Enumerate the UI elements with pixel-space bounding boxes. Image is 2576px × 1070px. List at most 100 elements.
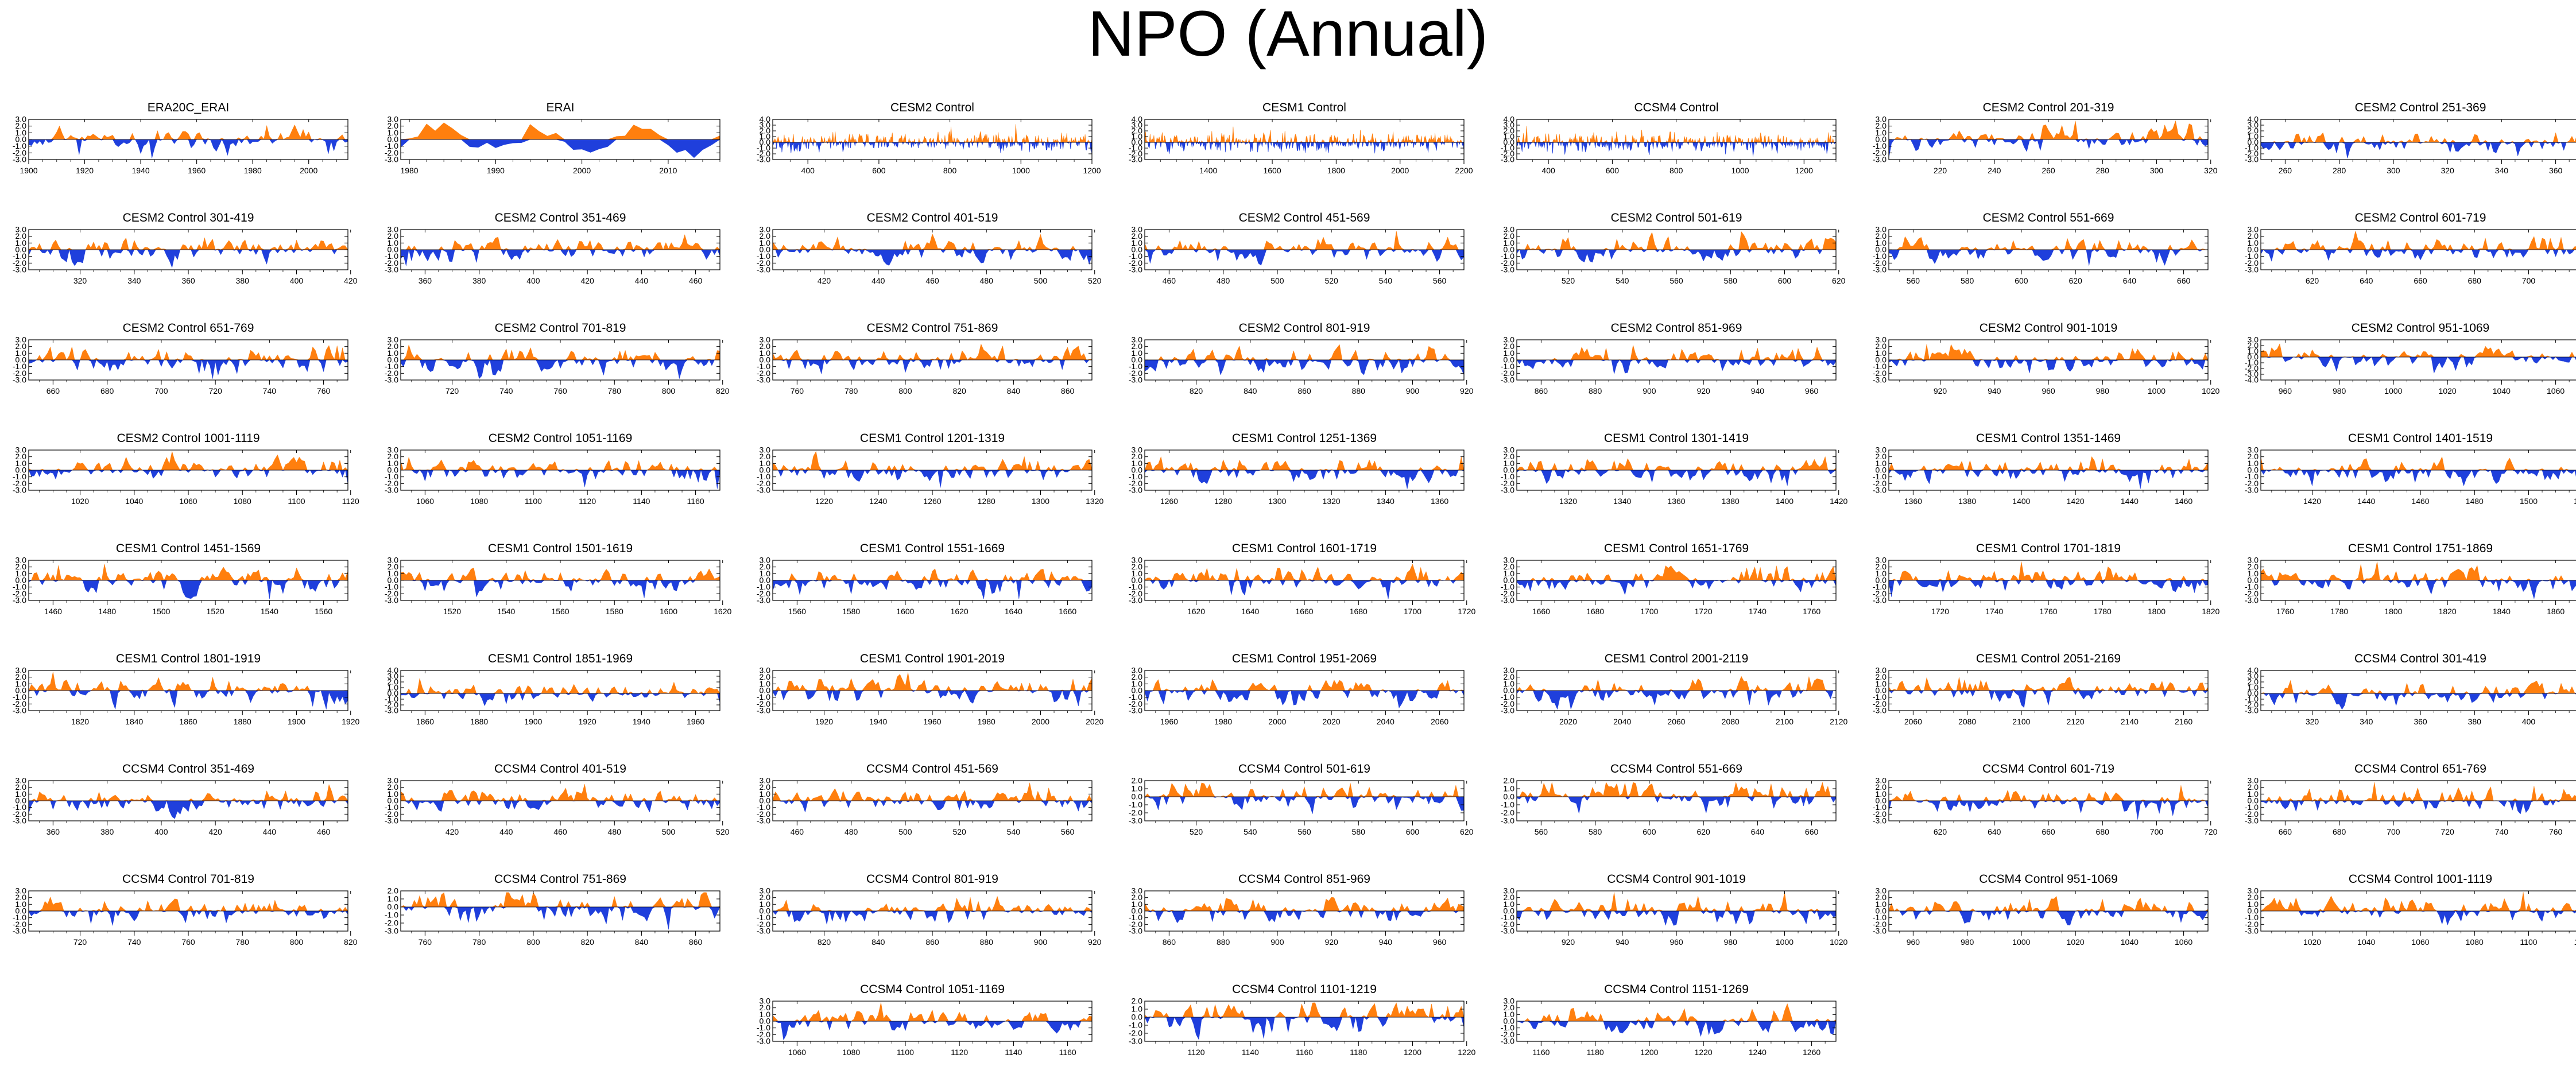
panel-title: CESM2 Control 601-719 [2355, 211, 2486, 224]
negative-anomaly-area [2260, 910, 2576, 926]
y-tick-label: 3.0 [2248, 886, 2259, 895]
panel-33: CESM1 Control 1651-1769 3.0 2.0 1.0 0.0 -1.0-… [1488, 542, 1842, 629]
positive-anomaly-area [29, 345, 348, 360]
negative-anomaly-area [28, 359, 348, 379]
y-tick-label: -3.0 [1873, 926, 1887, 936]
positive-anomaly-area [2260, 343, 2576, 358]
y-tick-label: -2.0 [1129, 258, 1142, 268]
y-tick-label: -2.0 [2245, 479, 2259, 488]
x-tick-label: 800 [662, 386, 676, 396]
x-tick-label: 1640 [1241, 607, 1259, 616]
negative-anomaly-area [1144, 359, 1465, 375]
x-tick-label: 1020 [2202, 386, 2219, 396]
y-tick-label: -3.0 [13, 265, 26, 274]
y-tick-label: -1.0 [385, 802, 398, 812]
y-tick-label: 2.0 [2248, 677, 2259, 687]
x-tick-label: 700 [2150, 827, 2164, 836]
y-tick-label: 3.0 [1132, 666, 1143, 675]
negative-anomaly-area [401, 800, 720, 813]
y-tick-label: -1.0 [13, 472, 26, 481]
positive-anomaly-area [1516, 126, 1837, 144]
negative-anomaly-area [28, 139, 348, 158]
y-tick-label: 3.0 [2248, 225, 2259, 234]
panel-title: CESM2 Control 651-769 [123, 321, 254, 335]
panel-10: CESM2 Control 401-519 3.0 2.0 1.0 0.0 -1.0 -2.… [744, 211, 1102, 298]
y-tick-label: 2.0 [1504, 231, 1515, 241]
y-tick-label: 0.0 [16, 245, 27, 254]
positive-anomaly-area [400, 122, 720, 140]
x-tick-label: 1560 [551, 607, 569, 616]
negative-anomaly-area [1888, 139, 2209, 158]
x-tick-label: 400 [2522, 717, 2536, 726]
panel-2: ERAI 3.0 2.0 1.0 0.0 -1.0 -2.0 -3.0 1980 1990 2000… [372, 101, 726, 188]
y-tick-label: -3.0 [757, 486, 770, 495]
y-tick-label: 1.0 [2248, 347, 2259, 356]
y-tick-label: 1.0 [16, 679, 27, 688]
positive-anomaly-area [401, 344, 720, 360]
negative-anomaly-area [28, 470, 348, 484]
x-tick-label: 1460 [44, 607, 62, 616]
y-tick-label: 1.0 [388, 789, 399, 798]
x-tick-label: 280 [2333, 166, 2346, 175]
y-tick-label: -1.0 [1501, 692, 1514, 701]
x-tick-label: 780 [845, 386, 858, 396]
positive-anomaly-area [1144, 456, 1465, 471]
y-tick-label: 1.0 [2248, 238, 2259, 247]
x-tick-label: 1700 [1404, 607, 1421, 616]
y-tick-label: -4.0 [2245, 375, 2259, 385]
panel-chart: CESM2 Control 1051-11693.02.01.00.0-1.0-… [385, 432, 720, 506]
x-tick-label: 660 [1805, 827, 1819, 836]
y-tick-label: 1.0 [760, 679, 771, 688]
x-tick-label: 2020 [1323, 717, 1341, 726]
panel-20: CESM2 Control 901-1019 3.0 2.0 1.0 0.0 -1.0 -2… [1860, 321, 2220, 409]
x-tick-label: 540 [1379, 276, 1393, 285]
y-tick-label: 2.0 [388, 677, 399, 687]
y-tick-label: -3.0 [1873, 486, 1887, 495]
x-tick-label: 2100 [2012, 717, 2030, 726]
y-tick-label: 2.0 [760, 342, 771, 351]
y-tick-label: -1.0 [1129, 800, 1142, 809]
y-tick-label: 3.0 [1876, 445, 1887, 455]
x-tick-label: 1480 [2466, 497, 2484, 506]
y-tick-label: -3.0 [385, 486, 398, 495]
negative-anomaly-area [2261, 356, 2576, 374]
panel-chart: CESM2 Control 601-719 3.02.01.00.0-1.0-2.… [2245, 211, 2576, 285]
panel-1: ERA20C_ERAI 3.0 2.0 1.0 0.0 -1.0 -2.0 -3.0 1900 1… [0, 101, 354, 188]
negative-anomaly-area [2260, 470, 2576, 487]
x-tick-label: 880 [1352, 386, 1366, 396]
y-tick-label: 1.0 [16, 569, 27, 578]
panel-12: CESM2 Control 501-619 3.0 2.0 1.0 0.0 -1.0 -2.… [1488, 211, 1846, 298]
y-tick-label: 0.0 [16, 686, 27, 695]
panel-chart: CCSM4 Control 301-419 4.03.02.01.00.0-1.0… [2245, 652, 2576, 726]
x-tick-label: 800 [1669, 166, 1683, 175]
y-tick-label: -3.0 [1129, 265, 1142, 274]
x-tick-label: 360 [2549, 166, 2563, 175]
x-tick-label: 1140 [1242, 1048, 1259, 1057]
x-tick-label: 520 [1324, 276, 1338, 285]
negative-anomaly-area [400, 139, 720, 158]
y-tick-label: 1.0 [388, 348, 399, 358]
y-tick-label: -1.0 [2245, 913, 2259, 922]
y-tick-label: 1.0 [2248, 569, 2259, 578]
negative-anomaly-area [2260, 249, 2576, 262]
y-tick-label: -1.0 [13, 141, 26, 150]
x-tick-label: 2000 [573, 166, 591, 175]
x-tick-label: 900 [1270, 937, 1284, 947]
y-tick-label: 2.0 [2248, 341, 2259, 350]
y-tick-label: -3.0 [1501, 706, 1514, 715]
positive-anomaly-area [2261, 132, 2576, 143]
x-tick-label: 520 [1190, 827, 1203, 836]
x-tick-label: 360 [2414, 717, 2427, 726]
x-tick-label: 2060 [1431, 717, 1448, 726]
y-tick-label: 3.0 [1132, 886, 1143, 895]
y-tick-label: 3.0 [1132, 121, 1143, 130]
negative-anomaly-area [1516, 690, 1837, 710]
y-tick-label: -1.0 [385, 910, 398, 920]
positive-anomaly-area [1889, 236, 2209, 250]
x-tick-label: 800 [526, 937, 540, 947]
y-tick-label: -3.0 [1129, 486, 1142, 495]
y-tick-label: -3.0 [2245, 486, 2259, 495]
y-tick-label: -1.0 [13, 582, 26, 591]
x-tick-label: 320 [73, 276, 87, 285]
negative-anomaly-area [400, 249, 720, 266]
